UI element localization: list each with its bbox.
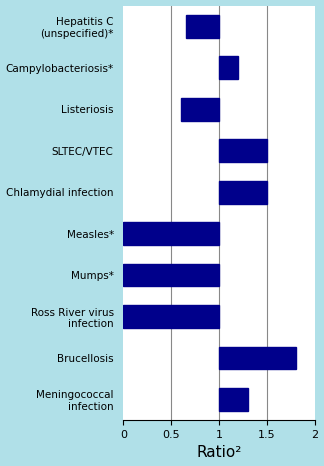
Bar [123, 305, 219, 328]
Bar [123, 264, 219, 287]
Bar [219, 181, 267, 204]
Bar [219, 139, 267, 162]
Bar [219, 388, 248, 411]
Bar [219, 56, 238, 79]
Bar [186, 15, 219, 38]
Bar [219, 347, 296, 370]
Bar [123, 222, 219, 245]
X-axis label: Ratio²: Ratio² [196, 445, 242, 460]
Bar [181, 98, 219, 121]
